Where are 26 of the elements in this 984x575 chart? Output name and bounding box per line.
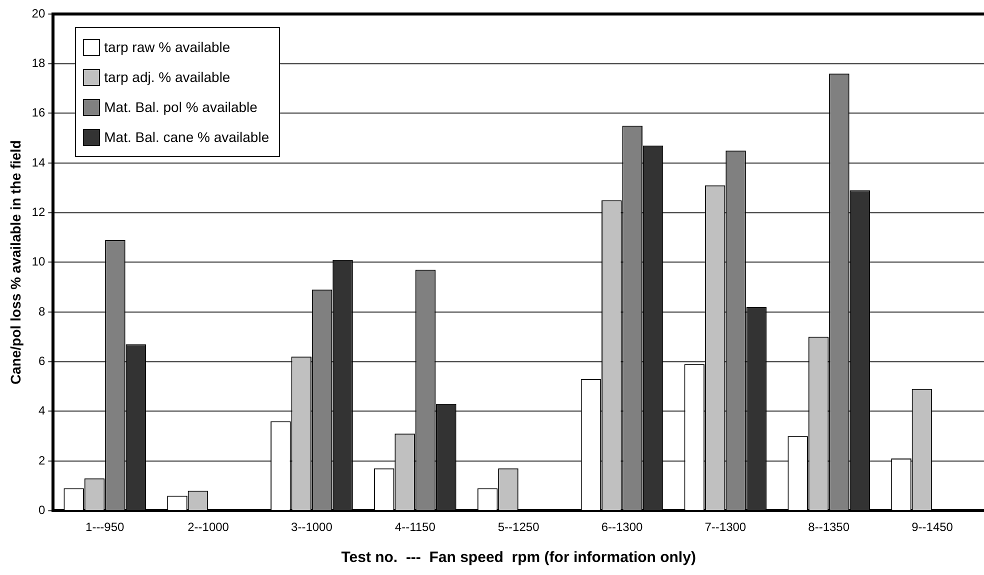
y-tick-label: 12 [32, 204, 46, 219]
legend-label: Mat. Bal. cane % available [104, 129, 270, 145]
x-tick-label: 1---950 [86, 520, 125, 534]
y-tick-label: 2 [38, 453, 46, 468]
x-tick-label: 6--1300 [601, 520, 643, 534]
x-tick-label: 4--1150 [394, 520, 436, 534]
legend-label: tarp raw % available [104, 39, 230, 55]
x-axis-title: Test no. --- Fan speed rpm (for information only) [341, 549, 696, 566]
y-tick-label: 16 [32, 106, 46, 120]
y-tick-label: 14 [32, 155, 46, 170]
legend-label: tarp adj. % available [104, 69, 230, 85]
y-tick-label: 10 [32, 254, 46, 269]
x-tick-label: 8--1350 [808, 520, 850, 534]
y-axis-title: Cane/pol loss % available in the field [7, 140, 24, 384]
x-tick-label: 9--1450 [912, 520, 954, 534]
x-tick-label: 5--1250 [498, 520, 540, 534]
y-tick-label: 4 [38, 404, 46, 418]
x-tick-label: 3--1000 [291, 520, 333, 534]
legend-label: Mat. Bal. pol % available [104, 99, 258, 115]
x-tick-label: 2--1000 [188, 520, 230, 534]
y-tick-label: 6 [38, 354, 46, 368]
y-tick-label: 18 [32, 56, 46, 70]
y-tick-label: 0 [38, 502, 46, 517]
y-tick-label: 20 [32, 6, 46, 20]
y-tick-label: 8 [38, 304, 46, 318]
x-tick-label: 7--1300 [704, 520, 746, 534]
